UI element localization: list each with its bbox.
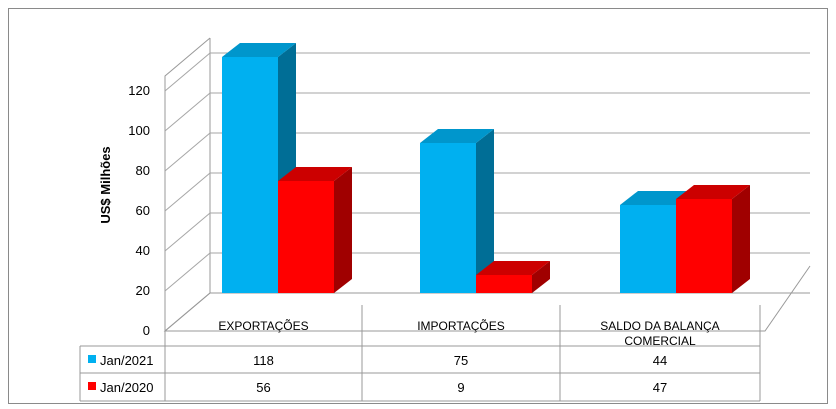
data-table-value: 44 bbox=[653, 353, 667, 368]
legend-label: Jan/2020 bbox=[100, 380, 154, 395]
y-tick-label: 60 bbox=[136, 203, 150, 218]
y-tick-label: 40 bbox=[136, 243, 150, 258]
bar bbox=[278, 181, 334, 293]
bar-top bbox=[222, 43, 296, 57]
gridline-side bbox=[164, 252, 211, 292]
legend-swatch bbox=[88, 382, 96, 390]
data-table-value: 56 bbox=[256, 380, 270, 395]
legend-label: Jan/2021 bbox=[100, 353, 154, 368]
data-table-value: 118 bbox=[253, 353, 274, 368]
bar-top bbox=[420, 129, 494, 143]
y-axis-label: US$ Milhões bbox=[98, 146, 113, 223]
bar bbox=[420, 143, 476, 293]
y-tick-label: 80 bbox=[136, 163, 150, 178]
bar-side bbox=[732, 185, 750, 293]
bar bbox=[676, 199, 732, 293]
gridline-side bbox=[164, 92, 211, 132]
y-tick-label: 120 bbox=[128, 83, 150, 98]
data-table-value: 9 bbox=[457, 380, 464, 395]
side-wall bbox=[164, 37, 211, 333]
y-tick-label: 20 bbox=[136, 283, 150, 298]
category-label: SALDO DA BALANÇA COMERCIAL bbox=[600, 319, 719, 348]
bar-top bbox=[676, 185, 750, 199]
gridline-side bbox=[164, 52, 211, 92]
bar bbox=[476, 275, 532, 293]
data-table-value: 47 bbox=[653, 380, 667, 395]
bar-top bbox=[476, 261, 550, 275]
y-tick-label: 100 bbox=[128, 123, 150, 138]
legend-swatch bbox=[88, 355, 96, 363]
bar-side bbox=[334, 167, 352, 293]
gridline-side bbox=[164, 132, 211, 172]
bar-side bbox=[532, 261, 550, 293]
bar-top bbox=[620, 191, 694, 205]
floor bbox=[163, 265, 811, 332]
bar bbox=[620, 205, 676, 293]
data-table-value: 75 bbox=[454, 353, 468, 368]
bar-side bbox=[476, 129, 494, 293]
category-label: IMPORTAÇÕES bbox=[417, 318, 505, 333]
category-label: EXPORTAÇÕES bbox=[218, 318, 308, 333]
bar bbox=[222, 57, 278, 293]
gridline-side bbox=[164, 212, 211, 252]
gridline-side bbox=[164, 172, 211, 212]
bar-top bbox=[278, 167, 352, 181]
y-tick-label: 0 bbox=[143, 323, 150, 338]
